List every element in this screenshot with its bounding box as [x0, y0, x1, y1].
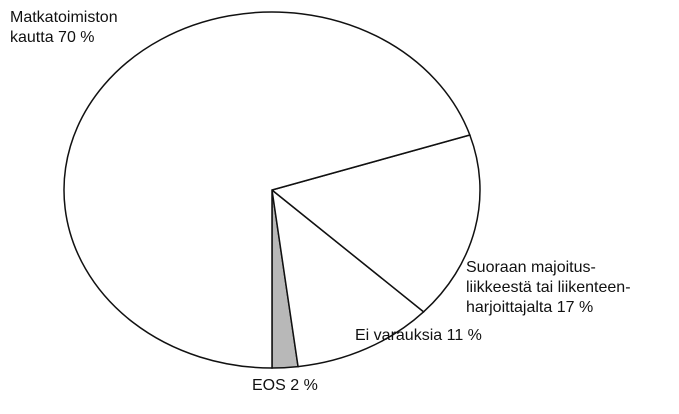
slice-label: Suoraan majoitus- liikkeestä tai liikent… [466, 258, 631, 318]
slice-label: EOS 2 % [252, 376, 318, 396]
pie-slice [270, 134, 481, 313]
slice-label: Matkatoimiston kautta 70 % [10, 8, 118, 48]
category-label: Ei varauksia [355, 327, 443, 344]
value-label: 11 % [446, 327, 482, 344]
pie-slice [270, 188, 425, 368]
value-label: 70 % [58, 29, 95, 46]
category-label: Suoraan majoitus- liikkeestä tai liikent… [466, 259, 631, 316]
value-label: 17 % [556, 299, 594, 316]
category-label: EOS [252, 377, 286, 394]
slice-label: Ei varauksia 11 % [355, 326, 482, 346]
category-label: Matkatoimiston kautta [10, 9, 118, 46]
value-label: 2 % [290, 377, 318, 394]
pie-slice [63, 11, 471, 369]
